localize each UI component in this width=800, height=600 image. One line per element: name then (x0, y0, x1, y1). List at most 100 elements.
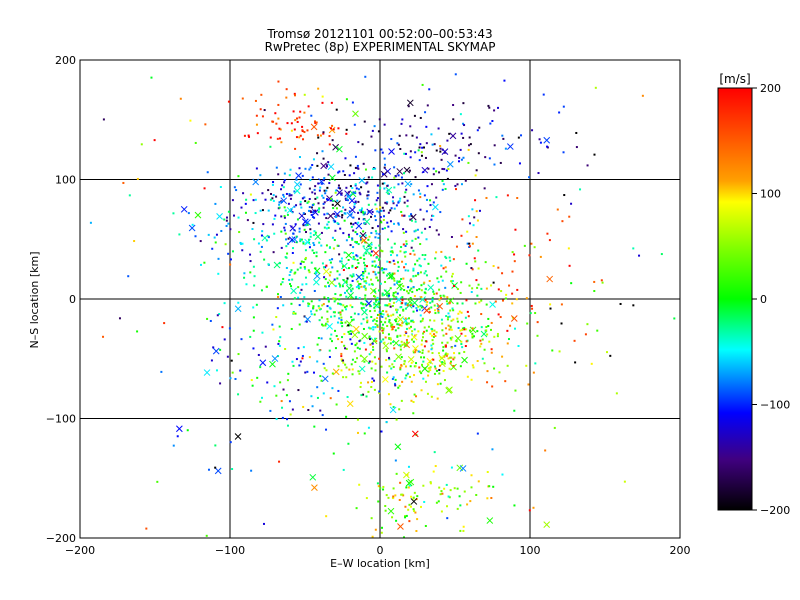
scatter-point (513, 409, 516, 412)
scatter-point (421, 83, 424, 86)
scatter-point (333, 315, 336, 318)
scatter-point (416, 495, 419, 498)
scatter-point (466, 310, 469, 313)
scatter-point (437, 500, 440, 503)
scatter-point (467, 215, 470, 218)
scatter-cross (407, 356, 415, 363)
scatter-point (409, 252, 412, 255)
scatter-point (450, 280, 453, 283)
scatter-point (361, 210, 364, 213)
scatter-point (353, 172, 356, 175)
scatter-point (446, 139, 449, 142)
scatter-point (241, 242, 244, 245)
scatter-cross (382, 376, 389, 383)
scatter-point (349, 274, 352, 277)
scatter-point (384, 317, 387, 320)
scatter-point (334, 215, 337, 218)
scatter-point (394, 384, 397, 387)
scatter-point (367, 272, 370, 275)
scatter-point (306, 223, 309, 226)
scatter-point (381, 329, 384, 332)
scatter-point (416, 518, 419, 521)
scatter-point (405, 240, 408, 243)
scatter-point (415, 307, 418, 310)
scatter-point (225, 216, 228, 219)
scatter-point (423, 345, 426, 348)
scatter-cross (372, 249, 380, 257)
scatter-point (493, 144, 496, 147)
scatter-point (419, 304, 422, 307)
scatter-point (383, 187, 386, 190)
scatter-point (89, 221, 92, 224)
scatter-point (370, 337, 373, 340)
scatter-point (252, 347, 255, 350)
scatter-point (501, 355, 504, 358)
scatter-point (386, 324, 389, 327)
scatter-point (303, 267, 306, 270)
scatter-point (255, 303, 258, 306)
scatter-point (233, 186, 236, 189)
scatter-point (445, 483, 448, 486)
scatter-point (389, 220, 392, 223)
scatter-point (316, 134, 319, 137)
scatter-point (427, 363, 430, 366)
scatter-point (402, 536, 405, 539)
scatter-point (370, 250, 373, 253)
scatter-point (446, 341, 449, 344)
scatter-point (404, 245, 407, 248)
scatter-point (494, 300, 497, 303)
scatter-point (402, 309, 405, 312)
scatter-cross (321, 375, 329, 383)
scatter-point (387, 333, 390, 336)
scatter-point (361, 207, 364, 210)
scatter-point (362, 230, 365, 233)
scatter-point (276, 295, 279, 298)
scatter-point (474, 260, 477, 263)
scatter-point (423, 326, 426, 329)
scatter-point (428, 88, 431, 91)
scatter-point (260, 396, 263, 399)
scatter-point (239, 369, 242, 372)
scatter-point (231, 199, 234, 202)
scatter-cross (327, 163, 335, 171)
scatter-point (486, 497, 489, 500)
scatter-point (378, 118, 381, 121)
scatter-point (312, 307, 315, 310)
scatter-point (328, 349, 331, 352)
scatter-point (223, 338, 226, 341)
scatter-point (395, 311, 398, 314)
scatter-point (404, 263, 407, 266)
scatter-point (417, 273, 420, 276)
scatter-point (474, 199, 477, 202)
scatter-cross (312, 209, 319, 216)
scatter-point (492, 281, 495, 284)
scatter-point (340, 257, 343, 260)
scatter-point (420, 505, 423, 508)
scatter-cross (407, 478, 415, 486)
scatter-point (428, 279, 431, 282)
scatter-point (277, 103, 280, 106)
scatter-point (410, 280, 413, 283)
scatter-point (410, 219, 413, 222)
scatter-point (408, 289, 411, 292)
scatter-point (417, 189, 420, 192)
scatter-point (323, 201, 326, 204)
x-tick-label: 0 (377, 544, 384, 557)
y-tick-label: −100 (46, 413, 76, 426)
scatter-point (392, 196, 395, 199)
scatter-point (437, 127, 440, 130)
scatter-point (412, 321, 415, 324)
scatter-point (358, 209, 361, 212)
scatter-point (248, 135, 251, 138)
scatter-point (443, 295, 446, 298)
scatter-cross (214, 467, 222, 475)
scatter-point (327, 281, 330, 284)
scatter-point (285, 96, 288, 99)
scatter-point (333, 238, 336, 241)
scatter-point (454, 73, 457, 76)
y-tick-label: 100 (55, 174, 76, 187)
scatter-point (358, 286, 361, 289)
scatter-point (323, 226, 326, 229)
scatter-point (301, 174, 304, 177)
scatter-point (444, 266, 447, 269)
